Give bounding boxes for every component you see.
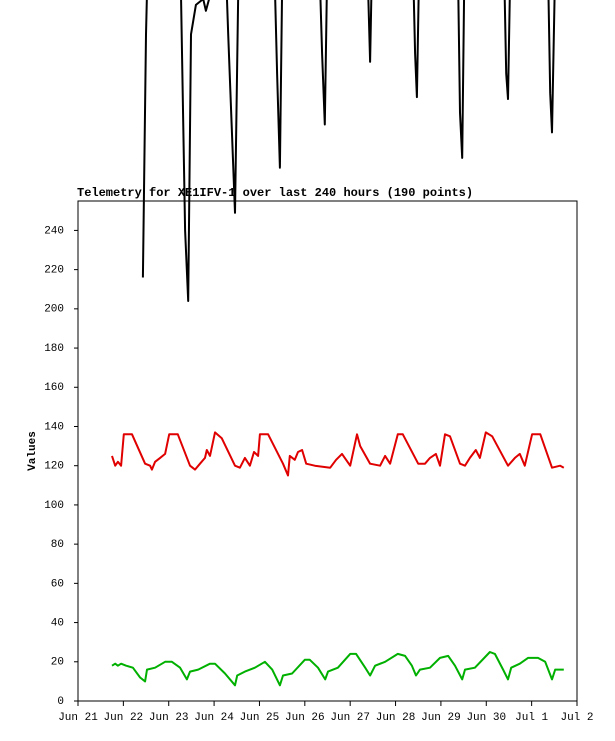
x-tick-label: Jun 30 [466, 712, 506, 724]
series-line [111, 431, 565, 477]
x-tick-label: Jun 26 [285, 712, 325, 724]
y-tick-label: 220 [44, 265, 64, 277]
y-axis-label: Values [27, 431, 39, 471]
x-tick-label: Jul 2 [560, 712, 593, 724]
series-line [111, 651, 564, 687]
x-tick-label: Jun 23 [149, 712, 189, 724]
y-tick-label: 100 [44, 500, 64, 512]
y-tick-label: 140 [44, 421, 64, 433]
x-tick-label: Jun 22 [104, 712, 144, 724]
y-tick-label: 0 [57, 696, 64, 708]
y-tick-label: 240 [44, 225, 64, 237]
y-tick-label: 20 [51, 657, 64, 669]
y-tick-label: 80 [51, 539, 64, 551]
y-tick-label: 200 [44, 304, 64, 316]
y-tick-label: 160 [44, 382, 64, 394]
x-tick-label: Jul 1 [515, 712, 548, 724]
y-tick-label: 60 [51, 578, 64, 590]
x-tick-label: Jun 29 [421, 712, 461, 724]
x-tick-label: Jun 27 [330, 712, 370, 724]
x-tick-label: Jun 25 [240, 712, 280, 724]
y-tick-label: 40 [51, 617, 64, 629]
y-tick-label: 120 [44, 461, 64, 473]
x-tick-label: Jun 28 [376, 712, 416, 724]
x-tick-label: Jun 24 [194, 712, 234, 724]
y-tick-label: 180 [44, 343, 64, 355]
series-line [141, 0, 556, 302]
chart-title: Telemetry for XE1IFV-1 over last 240 hou… [77, 186, 473, 200]
plot-frame [77, 200, 578, 702]
x-tick-label: Jun 21 [58, 712, 98, 724]
